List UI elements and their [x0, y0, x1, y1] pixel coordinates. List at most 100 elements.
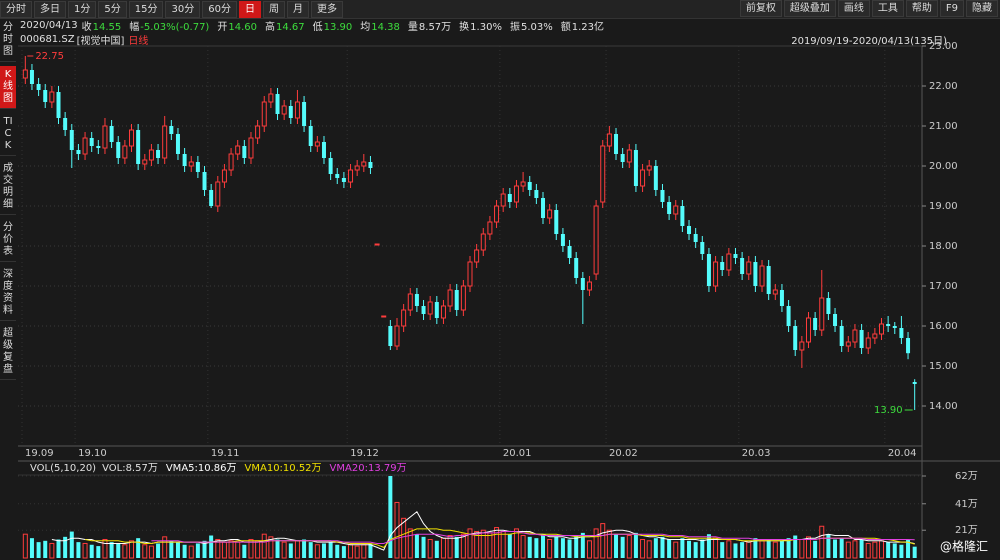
candle-body	[202, 172, 207, 190]
candle-body	[534, 190, 539, 198]
candle-body	[142, 159, 148, 165]
volume-bar	[169, 540, 174, 558]
candle-body	[302, 102, 307, 126]
volume-bar	[242, 544, 247, 558]
volume-bar	[779, 540, 784, 558]
side-tab[interactable]: K线图	[0, 66, 16, 109]
volume-bar	[620, 536, 625, 558]
candle-body	[687, 226, 692, 234]
period-button[interactable]: 1分	[68, 0, 97, 18]
volume-bar	[733, 543, 738, 558]
candle-body	[600, 145, 606, 203]
period-button[interactable]: 5分	[98, 0, 127, 18]
candle-body	[374, 243, 380, 246]
period-button[interactable]: 日	[238, 0, 261, 18]
volume-bar	[554, 536, 559, 558]
volume-bar	[726, 540, 732, 559]
side-tab[interactable]: 分时图	[0, 19, 16, 62]
side-tab[interactable]: 分价表	[0, 219, 16, 262]
candle-body	[454, 290, 459, 310]
candle-body	[407, 293, 413, 311]
tool-button[interactable]: 超级叠加	[783, 0, 836, 17]
candle-body	[554, 210, 559, 234]
period-button[interactable]: 30分	[165, 0, 201, 18]
candle-body	[753, 262, 758, 286]
candle-body	[892, 326, 897, 328]
volume-bar	[341, 546, 346, 558]
y-tick-label: 16.00	[929, 321, 958, 332]
volume-bar	[507, 534, 512, 558]
volume-bar	[102, 538, 108, 559]
candle-body	[494, 205, 500, 223]
side-tab[interactable]: TICK	[0, 113, 16, 156]
volume-bar	[720, 542, 725, 558]
volume-bar	[454, 536, 459, 558]
quote-item: 低13.90	[313, 18, 357, 33]
period-button[interactable]: 分时	[0, 0, 32, 18]
candle-body	[872, 333, 878, 339]
candle-body	[626, 149, 632, 163]
volume-bar	[912, 546, 917, 558]
quote-item: 开14.60	[217, 18, 261, 33]
volume-bar	[892, 543, 897, 558]
volume-bar	[129, 540, 135, 559]
candle-body	[586, 281, 592, 291]
volume-bar	[600, 523, 606, 559]
range: 2019/09/19-2020/04/13(135日)	[791, 35, 947, 47]
side-tab[interactable]: 成交明细	[0, 160, 16, 215]
volume-bar	[209, 535, 214, 558]
volume-bar	[335, 544, 340, 558]
side-tab[interactable]: 深度资料	[0, 266, 16, 321]
volume-bar	[22, 533, 28, 559]
candle-body	[673, 205, 679, 215]
x-tick-label: 19.10	[78, 448, 107, 459]
volume-bar	[427, 538, 433, 559]
candle-body	[805, 317, 811, 343]
candle-body	[713, 261, 719, 287]
volume-bar	[839, 538, 844, 558]
candle-body	[574, 258, 579, 278]
candle-body	[440, 305, 446, 319]
tool-button[interactable]: 工具	[871, 0, 904, 17]
volume-bar	[82, 542, 88, 559]
volume-bar	[43, 540, 48, 558]
volume-bar	[560, 538, 565, 558]
side-tab[interactable]: 超级复盘	[0, 325, 16, 380]
period: 日线	[128, 35, 149, 47]
tool-button[interactable]: 帮助	[905, 0, 938, 17]
candle-body	[255, 125, 261, 139]
candle-body	[852, 329, 858, 343]
volume-bar	[49, 542, 55, 559]
volume-bar	[819, 525, 825, 559]
quote-item: 均14.38	[360, 18, 404, 33]
candle-body	[541, 198, 546, 218]
candle-body	[706, 254, 711, 286]
volume-bar	[626, 535, 632, 559]
tool-button[interactable]: 前复权	[739, 0, 782, 17]
candle-body	[865, 337, 871, 349]
volume-bar	[368, 543, 373, 558]
period-button[interactable]: 月	[286, 0, 309, 18]
period-button[interactable]: 60分	[202, 0, 237, 18]
period-button[interactable]: 15分	[128, 0, 164, 18]
volume-bar	[680, 538, 685, 558]
volume-bar	[414, 534, 419, 558]
x-tick-label: 20.01	[503, 448, 532, 459]
candle-body	[76, 150, 81, 154]
period-button[interactable]: 多日	[34, 0, 66, 18]
tool-button[interactable]: 画线	[837, 0, 870, 17]
quote-label: 振	[509, 22, 520, 33]
volume-bar	[76, 542, 81, 558]
tool-button[interactable]: 隐藏	[966, 0, 998, 17]
sidebar: 分时图 K线图 TICK 成交明细分价表深度资料超级复盘	[0, 19, 17, 384]
volume-bar	[36, 542, 41, 558]
x-tick-label: 19.11	[211, 448, 240, 459]
period-button[interactable]: 周	[262, 0, 285, 18]
candle-body	[746, 261, 752, 275]
period-button[interactable]: 更多	[310, 0, 343, 18]
tool-button[interactable]: F9	[939, 0, 964, 17]
volume-bar	[766, 539, 771, 558]
candle-body	[22, 69, 28, 79]
volume-bar	[706, 534, 711, 558]
